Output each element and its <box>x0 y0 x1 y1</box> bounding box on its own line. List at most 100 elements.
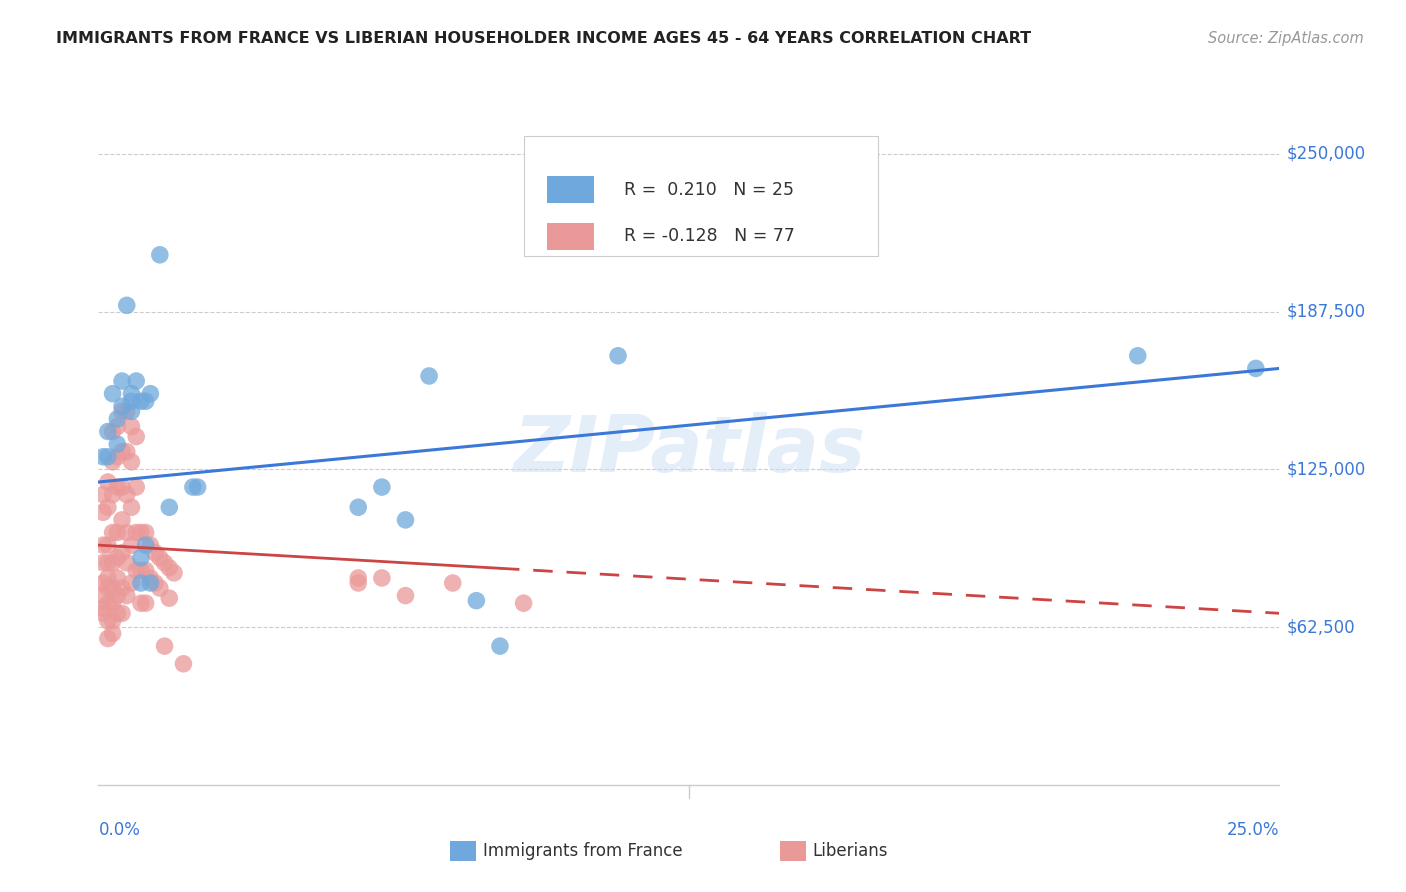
Point <box>91 505 114 519</box>
Point <box>394 589 416 603</box>
Point <box>101 488 124 502</box>
Point <box>143 576 166 591</box>
Point <box>418 369 440 384</box>
Point <box>149 550 172 565</box>
Point <box>371 571 394 585</box>
Point <box>121 394 143 409</box>
Point <box>111 546 134 560</box>
Point <box>143 546 166 560</box>
Text: Immigrants from France: Immigrants from France <box>482 842 682 860</box>
Point <box>125 374 148 388</box>
Text: Source: ZipAtlas.com: Source: ZipAtlas.com <box>1208 31 1364 46</box>
Point <box>125 429 148 443</box>
Point <box>139 538 162 552</box>
Point <box>105 607 128 621</box>
Point <box>1244 361 1267 376</box>
Text: Liberians: Liberians <box>813 842 889 860</box>
Text: R =  0.210   N = 25: R = 0.210 N = 25 <box>624 180 794 199</box>
Point <box>115 298 138 312</box>
Text: IMMIGRANTS FROM FRANCE VS LIBERIAN HOUSEHOLDER INCOME AGES 45 - 64 YEARS CORRELA: IMMIGRANTS FROM FRANCE VS LIBERIAN HOUSE… <box>56 31 1032 46</box>
Point <box>371 480 394 494</box>
Point <box>91 576 114 591</box>
Point <box>97 556 120 570</box>
Point <box>121 419 143 434</box>
Point <box>111 404 134 418</box>
Point <box>121 500 143 515</box>
Point <box>115 488 138 502</box>
Point <box>135 394 157 409</box>
Point <box>97 450 120 464</box>
Point <box>129 394 152 409</box>
Point <box>97 538 120 552</box>
Point <box>115 444 138 458</box>
Point <box>101 386 124 401</box>
Point <box>1126 349 1149 363</box>
Text: 0.0%: 0.0% <box>98 821 141 838</box>
Point <box>111 374 134 388</box>
Point <box>172 657 194 671</box>
Point <box>153 639 176 653</box>
Point <box>121 576 143 591</box>
Point <box>105 571 128 585</box>
FancyBboxPatch shape <box>547 177 595 203</box>
Point <box>129 563 152 577</box>
Point <box>101 425 124 439</box>
Point <box>105 437 128 451</box>
Point <box>607 349 630 363</box>
Point <box>157 500 180 515</box>
Point <box>105 419 128 434</box>
Point <box>97 614 120 628</box>
Point <box>135 538 157 552</box>
Point <box>111 399 134 413</box>
Point <box>101 556 124 570</box>
Point <box>105 480 128 494</box>
Point <box>91 589 114 603</box>
Point <box>101 455 124 469</box>
Point <box>181 480 204 494</box>
Point <box>129 576 152 591</box>
Point <box>512 596 534 610</box>
Text: R = -0.128   N = 77: R = -0.128 N = 77 <box>624 227 794 245</box>
Point <box>149 581 172 595</box>
Text: $250,000: $250,000 <box>1286 145 1365 163</box>
Point <box>97 596 120 610</box>
Point <box>101 581 124 595</box>
Point <box>157 561 180 575</box>
Point <box>91 450 114 464</box>
Point <box>97 581 120 595</box>
Point <box>105 450 128 464</box>
Point <box>441 576 464 591</box>
Point <box>139 571 162 585</box>
Point <box>111 607 134 621</box>
Point <box>101 626 124 640</box>
Text: ZIPatlas: ZIPatlas <box>513 412 865 489</box>
Point <box>139 386 162 401</box>
Point <box>115 525 138 540</box>
Point <box>121 386 143 401</box>
Point <box>97 425 120 439</box>
Point <box>125 525 148 540</box>
Point <box>105 550 128 565</box>
Point <box>121 538 143 552</box>
Point <box>111 480 134 494</box>
Point <box>489 639 512 653</box>
Point <box>129 596 152 610</box>
Point <box>111 444 134 458</box>
Point <box>91 488 114 502</box>
Point <box>139 576 162 591</box>
Point <box>129 550 152 565</box>
Point <box>157 591 180 606</box>
Point <box>91 556 114 570</box>
Point <box>394 513 416 527</box>
Point <box>149 248 172 262</box>
Text: $187,500: $187,500 <box>1286 302 1365 320</box>
Point <box>465 593 488 607</box>
Point <box>347 576 370 591</box>
Point <box>187 480 209 494</box>
Point <box>105 589 128 603</box>
Point <box>121 455 143 469</box>
FancyBboxPatch shape <box>547 223 595 250</box>
FancyBboxPatch shape <box>523 136 877 257</box>
Point <box>153 556 176 570</box>
Text: 25.0%: 25.0% <box>1227 821 1279 838</box>
